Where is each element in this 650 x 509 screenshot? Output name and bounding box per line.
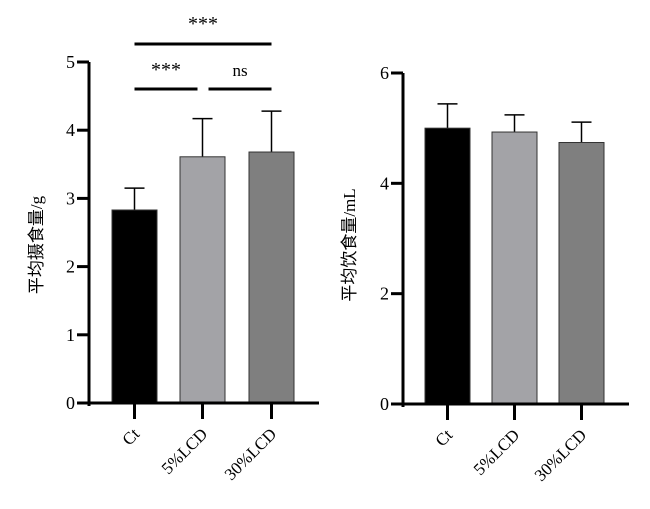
x-tick-label: Ct — [432, 425, 457, 450]
significance-label: ns — [232, 61, 247, 80]
y-tick-label: 2 — [380, 284, 389, 304]
x-tick-label: 30%LCD — [531, 425, 591, 485]
bar-5%LCD — [179, 156, 226, 404]
significance-label: *** — [188, 13, 218, 35]
bar-5%LCD — [491, 131, 538, 405]
significance-label: *** — [151, 59, 181, 81]
y-tick-label: 4 — [380, 173, 389, 193]
y-tick-label: 2 — [66, 257, 75, 277]
bar-Ct — [111, 209, 158, 404]
x-tick-label: 5%LCD — [158, 424, 212, 478]
bar-Ct — [424, 127, 471, 405]
y-tick-label: 1 — [66, 325, 75, 345]
y-tick-label: 4 — [66, 120, 75, 140]
y-tick-label: 3 — [66, 188, 75, 208]
x-tick-label: 5%LCD — [470, 425, 524, 479]
y-tick-label: 5 — [66, 52, 75, 72]
y-tick-label: 6 — [380, 63, 389, 83]
y-axis-label: 平均饮食量/mL — [340, 188, 359, 301]
chart-panel-1: Ct 5%LCD 30%LCD 0 1 2 3 4 5 平均摄食量/g *** *** ns — [27, 13, 319, 484]
y-tick-label: 0 — [380, 394, 389, 414]
bar-30%LCD — [248, 151, 295, 404]
x-tick-label: 30%LCD — [221, 424, 281, 484]
chart-panel-2: Ct 5%LCD 30%LCD 0 2 4 6 平均饮食量/mL — [340, 63, 629, 485]
x-tick-label: Ct — [119, 424, 144, 449]
y-tick-label: 0 — [66, 393, 75, 413]
bar-30%LCD — [558, 142, 605, 405]
y-axis-label: 平均摄食量/g — [27, 195, 46, 294]
